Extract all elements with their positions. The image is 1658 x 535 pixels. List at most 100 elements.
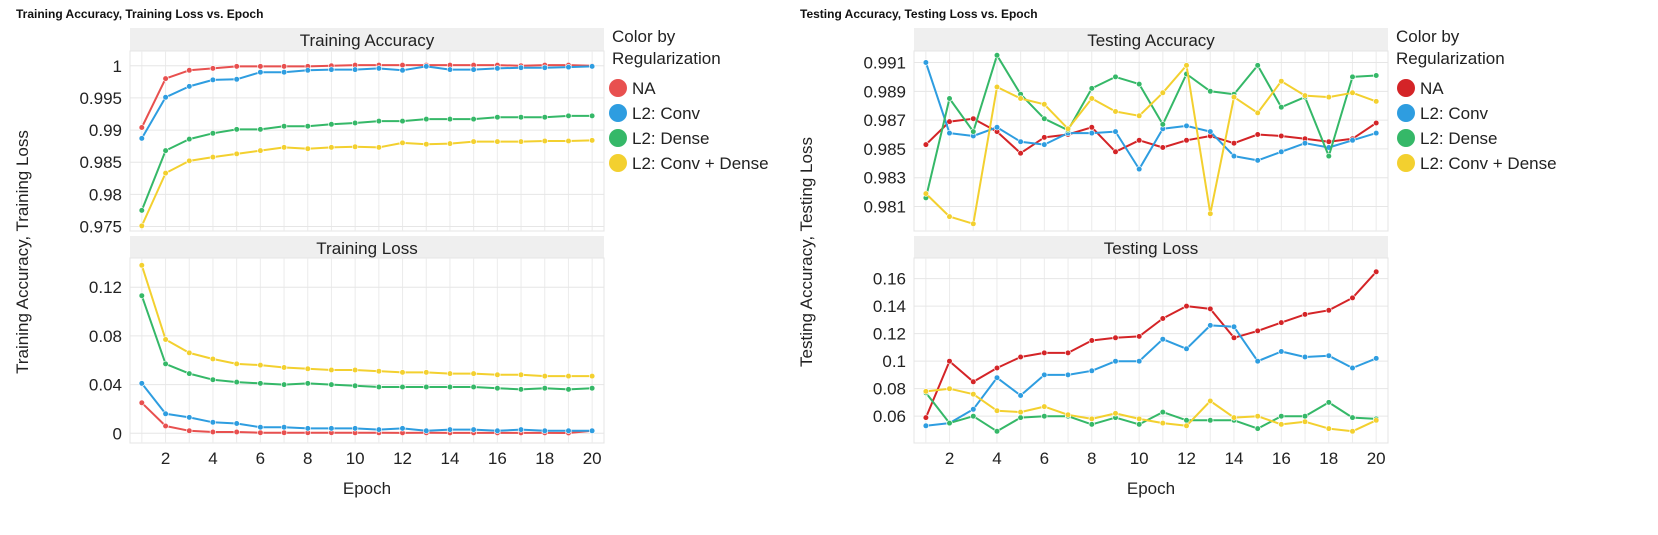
x-tick-label: 12	[393, 449, 412, 468]
data-point	[446, 66, 454, 73]
data-point	[517, 138, 525, 145]
data-point	[352, 66, 359, 73]
data-point	[1112, 358, 1119, 365]
data-point	[186, 414, 193, 421]
data-point	[1230, 93, 1238, 101]
legend-item-na: NA	[1397, 79, 1444, 98]
data-point	[1064, 349, 1072, 357]
data-point	[281, 144, 288, 151]
panel-title: Training Loss	[316, 239, 417, 258]
data-point	[375, 144, 383, 151]
x-tick-label: 14	[1224, 449, 1243, 468]
data-point	[328, 66, 335, 73]
data-point	[494, 371, 501, 378]
data-point	[399, 67, 406, 74]
data-point	[946, 385, 953, 392]
series-na	[138, 399, 596, 437]
y-axis-label: Testing Accuracy, Testing Loss	[797, 137, 816, 367]
data-point	[257, 380, 264, 387]
panel-training-accuracy: Training Accuracy 0.975 0.98 0.985 0.99 0.995…	[79, 28, 605, 237]
data-point	[1278, 148, 1285, 155]
data-point	[1301, 140, 1309, 147]
series-l2-conv-dense	[138, 262, 596, 380]
data-point	[565, 386, 572, 393]
data-point	[970, 406, 977, 413]
data-point	[162, 75, 169, 82]
data-point	[375, 383, 383, 391]
x-tick-label: 2	[945, 449, 954, 468]
data-point	[375, 117, 383, 125]
data-point	[1136, 80, 1143, 88]
y-tick-label: 0.08	[89, 327, 122, 346]
data-point	[423, 115, 430, 123]
x-tick-label: 10	[1130, 449, 1149, 468]
data-point	[162, 94, 169, 101]
data-point	[1136, 333, 1143, 340]
data-point	[209, 376, 216, 383]
legend-item-l2-conv: L2: Conv	[1397, 104, 1489, 123]
y-tick-label: 0.983	[863, 169, 906, 188]
data-point	[233, 360, 240, 368]
data-point	[922, 190, 930, 197]
data-point	[257, 424, 264, 431]
data-point	[138, 399, 145, 406]
legend-label: L2: Conv	[1420, 104, 1489, 123]
data-point	[352, 119, 359, 127]
data-point	[304, 380, 311, 387]
data-point	[1349, 364, 1356, 372]
data-point	[138, 207, 145, 214]
data-point	[328, 366, 335, 374]
data-point	[1183, 345, 1190, 352]
data-point	[922, 59, 930, 66]
legend-item-l2-dense: L2: Dense	[1397, 129, 1498, 148]
x-tick-label: 14	[440, 449, 459, 468]
data-point	[922, 414, 930, 421]
data-point	[423, 63, 430, 70]
data-point	[233, 379, 240, 386]
series-line	[140, 114, 593, 211]
y-tick-label: 0.995	[79, 89, 122, 108]
y-axis-label: Training Accuracy, Training Loss	[13, 130, 32, 374]
panel-header	[130, 236, 604, 258]
legend-title: Color by	[612, 27, 676, 46]
data-point	[1088, 95, 1095, 102]
data-point	[162, 422, 169, 430]
data-point	[138, 262, 145, 269]
series-l2-conv-dense	[922, 62, 1380, 227]
legend-swatch	[609, 79, 627, 97]
data-point	[1183, 122, 1190, 129]
data-point	[1349, 73, 1356, 80]
y-tick-label: 0	[113, 424, 122, 443]
data-point	[470, 370, 477, 377]
y-tick-label: 0.98	[89, 185, 122, 204]
data-point	[352, 366, 359, 374]
x-tick-label: 6	[1040, 449, 1049, 468]
data-point	[541, 64, 548, 71]
chart-training: Training Accuracy, Training Loss vs. Epo…	[13, 7, 769, 498]
data-point	[138, 292, 145, 299]
data-point	[138, 222, 145, 229]
data-point	[541, 137, 548, 145]
data-point	[446, 370, 454, 377]
data-point	[1278, 132, 1285, 140]
data-point	[541, 114, 548, 121]
data-point	[399, 425, 406, 432]
data-point	[1064, 411, 1072, 418]
data-point	[1325, 425, 1332, 432]
panel-testing-accuracy: Testing Accuracy 0.981 0.983 0.985 0.987 0.98…	[863, 28, 1389, 232]
data-point	[186, 370, 193, 377]
legend-label: L2: Dense	[1420, 129, 1498, 148]
data-point	[970, 413, 977, 420]
data-point	[257, 147, 264, 154]
data-point	[517, 64, 525, 71]
data-point	[1041, 413, 1048, 420]
series-l2-conv	[922, 322, 1380, 429]
data-point	[470, 138, 477, 145]
data-point	[1017, 392, 1024, 399]
data-point	[1278, 319, 1285, 326]
y-tick-label: 0.12	[873, 325, 906, 344]
data-point	[1254, 425, 1261, 432]
data-point	[352, 143, 359, 150]
series-line	[925, 117, 1377, 155]
